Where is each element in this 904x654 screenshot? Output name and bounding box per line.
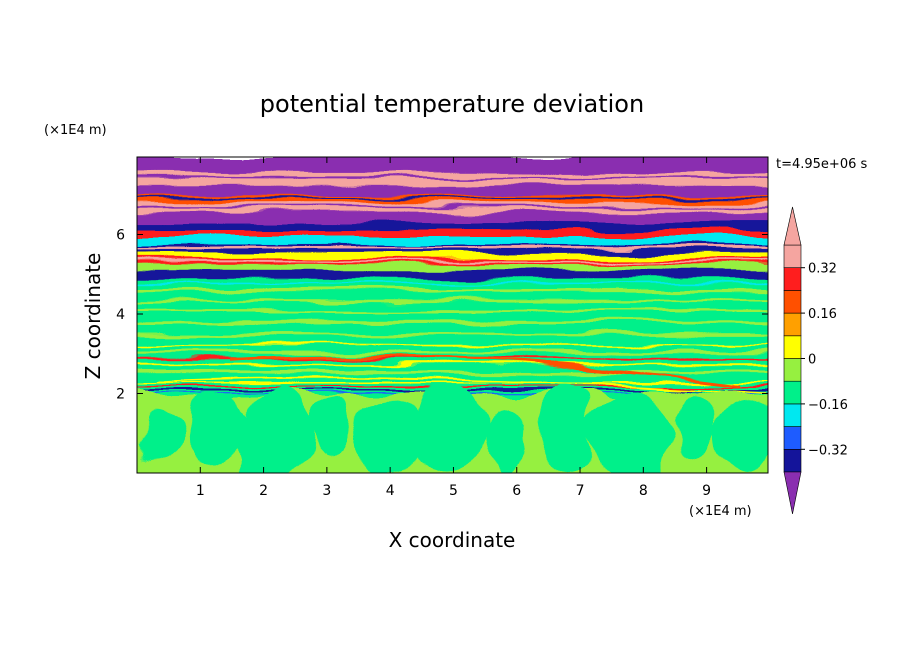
colorbar-swatch: [783, 358, 802, 382]
x-tick-label: 2: [259, 483, 268, 499]
plot-frame: [136, 156, 769, 474]
colorbar-over-triangle: [783, 206, 802, 246]
field-streak: [137, 282, 768, 285]
colorbar-swatch: [783, 403, 802, 427]
x-axis-label: X coordinate: [389, 528, 516, 552]
colorbar-swatch: [783, 380, 802, 405]
colorbar-swatch: [783, 267, 802, 291]
x-tick-label: 7: [576, 483, 585, 499]
convective-plume: [537, 387, 598, 464]
convective-plume: [238, 391, 314, 473]
colorbar-swatch: [783, 335, 802, 359]
colorbar-swatch: [783, 448, 802, 473]
field-streak: [137, 370, 768, 374]
x-tick-label: 3: [322, 483, 331, 499]
field-streak: [137, 196, 768, 199]
y-tick-label: 4: [116, 307, 125, 323]
field-band: [137, 270, 768, 279]
field-streak: [137, 333, 768, 336]
field-band: [137, 264, 768, 271]
convective-plume: [481, 407, 527, 468]
colorbar-label: 0: [808, 353, 816, 368]
field-band: [137, 184, 768, 196]
x-tick-label: 5: [449, 483, 458, 499]
convective-plume: [183, 387, 243, 464]
field-streak: [137, 176, 768, 179]
convective-plume: [409, 379, 485, 472]
chart-title: potential temperature deviation: [260, 90, 644, 118]
field-band: [137, 236, 768, 245]
field-band: [137, 212, 768, 224]
field-streak: [137, 344, 768, 346]
x-tick-label: 8: [639, 483, 648, 499]
x-axis-unit: (×1E4 m): [689, 504, 752, 519]
y-tick-label: 2: [116, 387, 125, 403]
field-streak: [137, 260, 768, 263]
colorbar-label: −0.16: [808, 398, 848, 413]
colorbar-swatch: [783, 426, 802, 450]
convective-plume: [137, 407, 179, 468]
colorbar-label: 0.32: [808, 262, 837, 277]
field-band: [137, 157, 768, 174]
contour-field: [137, 157, 768, 473]
colorbar-under-triangle: [783, 471, 802, 515]
y-axis-ticks: 2 4 6: [116, 228, 768, 403]
field-streak: [137, 206, 768, 209]
colorbar-label: 0.16: [808, 307, 837, 322]
field-streak: [137, 350, 768, 354]
colorbar-swatch: [783, 312, 802, 337]
field-band: [137, 252, 768, 259]
field-streak: [137, 299, 768, 303]
x-tick-label: 9: [702, 483, 711, 499]
convective-plume: [714, 399, 768, 473]
field-filament: [155, 376, 764, 395]
field-band: [137, 230, 768, 237]
colorbar-label: −0.32: [808, 443, 848, 458]
y-axis-label: Z coordinate: [81, 253, 105, 380]
colorbar-swatch: [783, 290, 802, 314]
field-band: [137, 244, 768, 253]
convective-plume: [360, 399, 420, 473]
convective-plume: [671, 395, 717, 456]
y-axis-unit: (×1E4 m): [44, 123, 107, 138]
field-streak: [137, 363, 768, 366]
field-band: [137, 222, 768, 232]
colorbar: 0.32 0.16 0 −0.16 −0.32: [783, 206, 848, 515]
x-tick-label: 1: [196, 483, 205, 499]
field-streak: [137, 246, 768, 249]
field-streak: [137, 309, 768, 313]
x-tick-label: 6: [512, 483, 521, 499]
x-tick-label: 4: [386, 483, 395, 499]
y-tick-label: 6: [116, 228, 125, 244]
field-band: [137, 172, 768, 186]
field-filament: [231, 354, 739, 388]
colorbar-swatch: [783, 244, 802, 269]
field-band: [137, 194, 768, 204]
time-label: t=4.95e+06 s: [776, 157, 868, 172]
field-streak: [137, 320, 768, 324]
convective-plume: [311, 395, 356, 456]
x-axis-ticks: 1 2 3 4 5 6 7 8 9: [196, 157, 711, 499]
field-streak: [137, 288, 768, 293]
convective-plume: [593, 391, 668, 473]
